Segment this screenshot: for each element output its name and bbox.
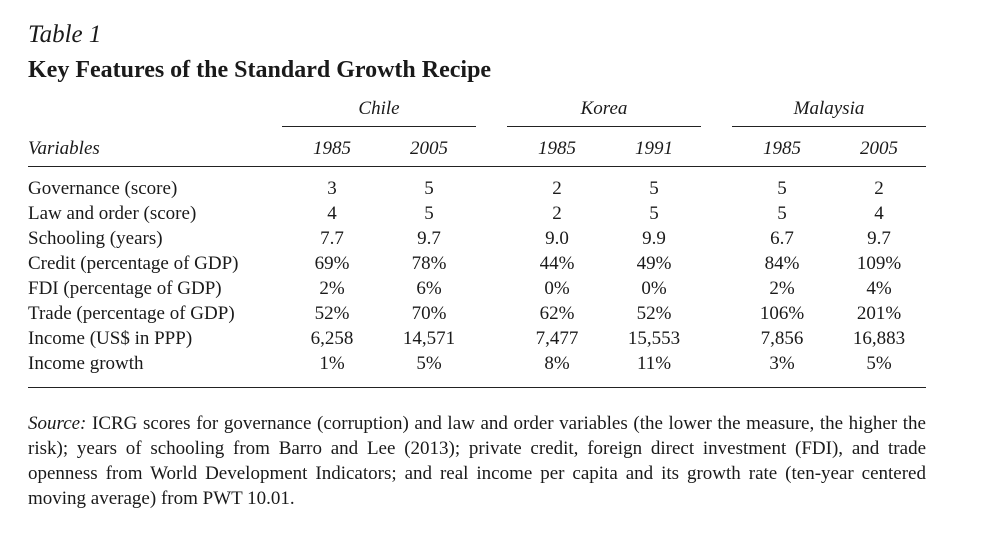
cell-value: 7,477 [535,328,579,349]
table-row: FDI (percentage of GDP) 2% 6% 0% 0% 2% 4… [0,276,988,301]
cell-value: 3 [327,178,337,199]
cell-value: 11% [636,353,672,374]
cell-value: 5 [424,203,434,224]
cell-value: 6,258 [310,328,354,349]
variable-label: Income (US$ in PPP) [28,328,193,349]
cell-value: 5 [777,178,787,199]
group-rule [732,126,926,127]
bottom-rule [28,387,926,388]
variable-label: Trade (percentage of GDP) [28,303,235,324]
cell-value: 9.9 [642,228,666,249]
cell-value: 9.0 [545,228,569,249]
year-header: 2005 [410,138,448,159]
table-label: Table 1 [28,21,102,48]
variable-label: FDI (percentage of GDP) [28,278,222,299]
table-row: Income growth 1% 5% 8% 11% 3% 5% [0,351,988,376]
year-header: 1985 [538,138,576,159]
cell-value: 3% [769,353,795,374]
group-name: Korea [580,98,628,119]
cell-value: 7.7 [320,228,344,249]
table-title: Key Features of the Standard Growth Reci… [28,57,492,83]
cell-value: 8% [544,353,570,374]
variable-label: Schooling (years) [28,228,163,249]
cell-value: 44% [539,253,575,274]
cell-value: 5% [866,353,892,374]
cell-value: 2 [552,203,562,224]
cell-value: 5 [649,203,659,224]
cell-value: 4 [327,203,337,224]
group-header-malaysia: Malaysia [732,96,926,127]
cell-value: 16,883 [852,328,906,349]
variable-label: Law and order (score) [28,203,197,224]
cell-value: 6% [416,278,442,299]
column-header-row: Variables 1985 2005 1985 1991 1985 2005 [0,136,988,162]
cell-value: 5 [777,203,787,224]
cell-value: 84% [764,253,800,274]
year-header: 1991 [635,138,673,159]
source-note: Source: ICRG scores for governance (corr… [28,411,926,511]
cell-value: 5 [649,178,659,199]
cell-value: 0% [641,278,667,299]
cell-value: 0% [544,278,570,299]
group-rule [507,126,701,127]
group-rule [282,126,476,127]
cell-value: 49% [636,253,672,274]
group-name: Malaysia [793,98,865,119]
table-row: Schooling (years) 7.7 9.7 9.0 9.9 6.7 9.… [0,226,988,251]
group-header-korea: Korea [507,96,701,127]
table-row: Income (US$ in PPP) 6,258 14,571 7,477 1… [0,326,988,351]
cell-value: 69% [314,253,350,274]
table-body: Governance (score) 3 5 2 5 5 2 Law and o… [0,176,988,376]
table-row: Law and order (score) 4 5 2 5 5 4 [0,201,988,226]
variables-header: Variables [28,138,100,159]
cell-value: 14,571 [402,328,456,349]
year-header: 1985 [763,138,801,159]
cell-value: 4 [874,203,884,224]
year-header: 1985 [313,138,351,159]
cell-value: 1% [319,353,345,374]
group-header-chile: Chile [282,96,476,127]
cell-value: 78% [411,253,447,274]
year-header: 2005 [860,138,898,159]
cell-value: 7,856 [760,328,804,349]
cell-value: 5% [416,353,442,374]
table-row: Credit (percentage of GDP) 69% 78% 44% 4… [0,251,988,276]
cell-value: 2 [874,178,884,199]
source-text: ICRG scores for governance (corruption) … [28,413,926,509]
header-rule [28,166,926,167]
cell-value: 9.7 [867,228,891,249]
cell-value: 9.7 [417,228,441,249]
cell-value: 62% [539,303,575,324]
cell-value: 106% [759,303,805,324]
group-name: Chile [358,98,400,119]
cell-value: 6.7 [770,228,794,249]
cell-value: 4% [866,278,892,299]
cell-value: 2% [769,278,795,299]
cell-value: 2 [552,178,562,199]
cell-value: 52% [314,303,350,324]
variable-label: Credit (percentage of GDP) [28,253,239,274]
cell-value: 109% [856,253,902,274]
cell-value: 52% [636,303,672,324]
cell-value: 70% [411,303,447,324]
table-row: Governance (score) 3 5 2 5 5 2 [0,176,988,201]
variable-label: Income growth [28,353,144,374]
cell-value: 5 [424,178,434,199]
variable-label: Governance (score) [28,178,178,199]
table-row: Trade (percentage of GDP) 52% 70% 62% 52… [0,301,988,326]
cell-value: 15,553 [627,328,681,349]
cell-value: 201% [856,303,902,324]
source-label: Source: [28,413,87,434]
cell-value: 2% [319,278,345,299]
